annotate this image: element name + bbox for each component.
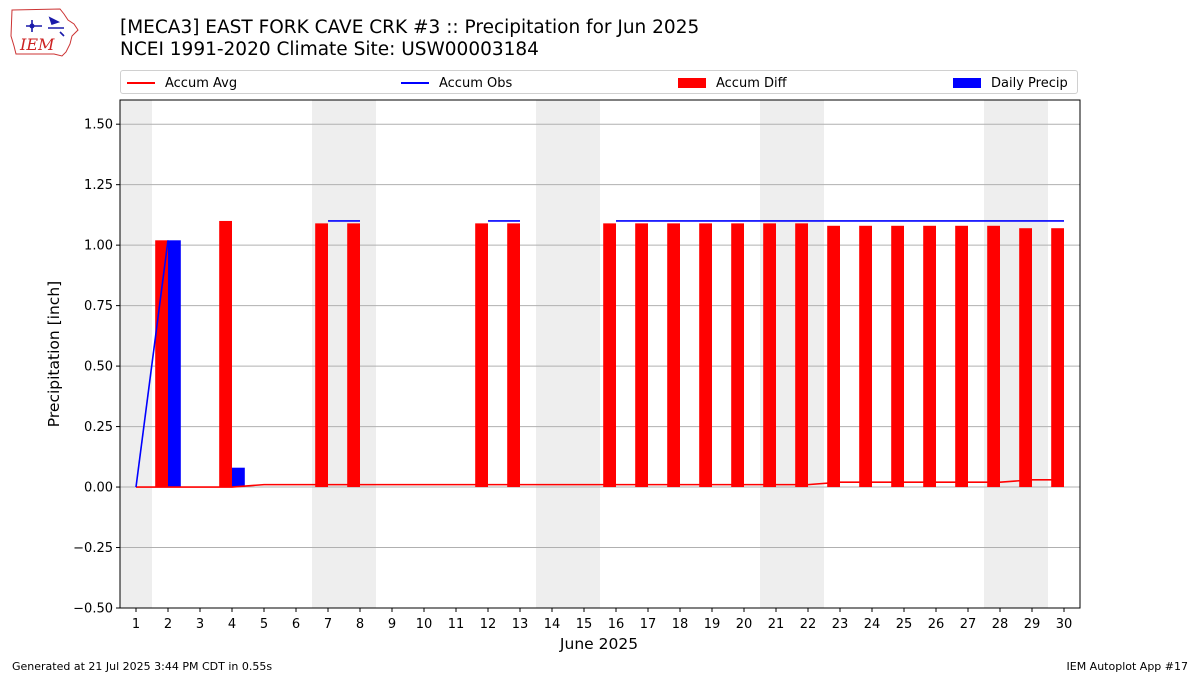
x-axis-ticks: 1 2 3 4 5 6 7 8 9 10 11 12 13 14 15 16 17 18 19 20 21 22 23 24 2… xyxy=(132,608,1072,632)
daily-precip-bar-day-2 xyxy=(168,240,181,488)
x-tick-label: 16 xyxy=(608,617,625,632)
accum-diff-bar-day-19 xyxy=(699,223,712,488)
accum-avg-line-segment-0 xyxy=(136,478,1064,488)
y-tick-label: 1.00 xyxy=(84,239,113,254)
legend-swatch-accum-obs xyxy=(401,82,429,84)
weekend-shading xyxy=(120,100,1048,608)
x-tick-label: 3 xyxy=(196,617,204,632)
legend-label-accum-avg: Accum Avg xyxy=(165,75,238,91)
y-tick-label: 1.50 xyxy=(84,118,113,133)
x-tick-label: 30 xyxy=(1056,617,1073,632)
legend-item-accum-obs: Accum Obs xyxy=(401,74,512,92)
logo-text: IEM xyxy=(19,35,55,54)
x-tick-label: 29 xyxy=(1024,617,1041,632)
weekend-shade-day-1 xyxy=(120,100,152,608)
accum-diff-bar-day-12 xyxy=(475,223,488,488)
x-tick-label: 21 xyxy=(768,617,785,632)
plot-frame xyxy=(119,99,1081,609)
y-tick-label: 0.00 xyxy=(84,481,113,496)
x-tick-label: 5 xyxy=(260,617,268,632)
accum-diff-bar-day-17 xyxy=(635,223,648,488)
x-tick-label: 20 xyxy=(736,617,753,632)
y-tick-label: 0.75 xyxy=(84,299,113,314)
chart-title: [MECA3] EAST FORK CAVE CRK #3 :: Precipi… xyxy=(120,17,700,38)
x-tick-label: 4 xyxy=(228,617,236,632)
x-tick-label: 11 xyxy=(448,617,465,632)
x-tick-label: 1 xyxy=(132,617,140,632)
y-axis-ticks: −0.50 −0.25 0.00 0.25 0.50 0.75 1.00 1.25 1.50 xyxy=(73,118,120,617)
x-tick-label: 14 xyxy=(544,617,561,632)
accum-diff-bar-day-21 xyxy=(763,223,776,488)
accum-diff-bar-day-27 xyxy=(955,225,968,488)
x-tick-label: 9 xyxy=(388,617,396,632)
footer-app-id: IEM Autoplot App #17 xyxy=(1066,660,1189,673)
legend-label-daily-precip: Daily Precip xyxy=(991,75,1068,91)
iem-logo: IEM xyxy=(10,8,79,57)
bars xyxy=(155,220,1064,488)
accum-diff-bar-day-29 xyxy=(1019,228,1032,488)
y-tick-label: 1.25 xyxy=(84,178,113,193)
accum-diff-bar-day-13 xyxy=(507,223,520,488)
x-tick-label: 19 xyxy=(704,617,721,632)
y-axis-label: Precipitation [inch] xyxy=(45,281,63,427)
x-tick-label: 2 xyxy=(164,617,172,632)
x-tick-label: 7 xyxy=(324,617,332,632)
x-axis-label: June 2025 xyxy=(559,635,638,653)
x-tick-label: 25 xyxy=(896,617,913,632)
accum-diff-bar-day-25 xyxy=(891,225,904,488)
x-tick-label: 12 xyxy=(480,617,497,632)
x-tick-label: 18 xyxy=(672,617,689,632)
series-lines xyxy=(135,220,1064,488)
legend-item-accum-diff: Accum Diff xyxy=(678,74,787,92)
legend-swatch-accum-avg xyxy=(127,82,155,84)
x-tick-label: 26 xyxy=(928,617,945,632)
accum-diff-bar-day-20 xyxy=(731,223,744,488)
accum-diff-bar-day-16 xyxy=(603,223,616,488)
accum-diff-bar-day-24 xyxy=(859,225,872,488)
accum-diff-bar-day-18 xyxy=(667,223,680,488)
accum-obs-line-segment-0 xyxy=(135,240,169,488)
x-tick-label: 27 xyxy=(960,617,977,632)
x-tick-label: 22 xyxy=(800,617,817,632)
weekend-shade-day-15 xyxy=(568,100,600,608)
y-tick-label: 0.25 xyxy=(84,420,113,435)
accum-diff-bar-day-23 xyxy=(827,225,840,488)
accum-diff-bar-day-2 xyxy=(155,240,168,488)
legend-item-accum-avg: Accum Avg xyxy=(127,74,237,92)
accum-diff-bar-day-22 xyxy=(795,223,808,488)
y-tick-label: 0.50 xyxy=(84,360,113,375)
y-tick-label: −0.50 xyxy=(73,602,113,617)
y-tick-label: −0.25 xyxy=(73,541,113,556)
chart-subtitle: NCEI 1991-2020 Climate Site: USW00003184 xyxy=(120,39,539,60)
x-tick-label: 8 xyxy=(356,617,364,632)
x-tick-label: 17 xyxy=(640,617,657,632)
x-tick-label: 28 xyxy=(992,617,1009,632)
legend-label-accum-obs: Accum Obs xyxy=(439,75,513,91)
x-tick-label: 10 xyxy=(416,617,433,632)
accum-diff-bar-day-8 xyxy=(347,223,360,488)
footer-generated: Generated at 21 Jul 2025 3:44 PM CDT in … xyxy=(12,660,273,673)
accum-diff-bar-day-4 xyxy=(219,220,232,488)
weekend-shade-day-14 xyxy=(536,100,568,608)
accum-diff-bar-day-30 xyxy=(1051,228,1064,488)
legend-swatch-accum-diff xyxy=(678,78,706,88)
legend-label-accum-diff: Accum Diff xyxy=(716,75,787,91)
x-tick-label: 15 xyxy=(576,617,593,632)
x-tick-label: 13 xyxy=(512,617,529,632)
accum-diff-bar-day-28 xyxy=(987,225,1000,488)
daily-precip-bar-day-4 xyxy=(232,467,245,488)
accum-diff-bar-day-7 xyxy=(315,223,328,488)
x-tick-label: 23 xyxy=(832,617,849,632)
x-tick-label: 6 xyxy=(292,617,300,632)
legend-swatch-daily-precip xyxy=(953,78,981,88)
legend-item-daily-precip: Daily Precip xyxy=(953,74,1068,92)
legend: Accum Avg Accum Obs Accum Diff Daily Pre… xyxy=(120,70,1078,94)
accum-diff-bar-day-26 xyxy=(923,225,936,488)
x-tick-label: 24 xyxy=(864,617,881,632)
